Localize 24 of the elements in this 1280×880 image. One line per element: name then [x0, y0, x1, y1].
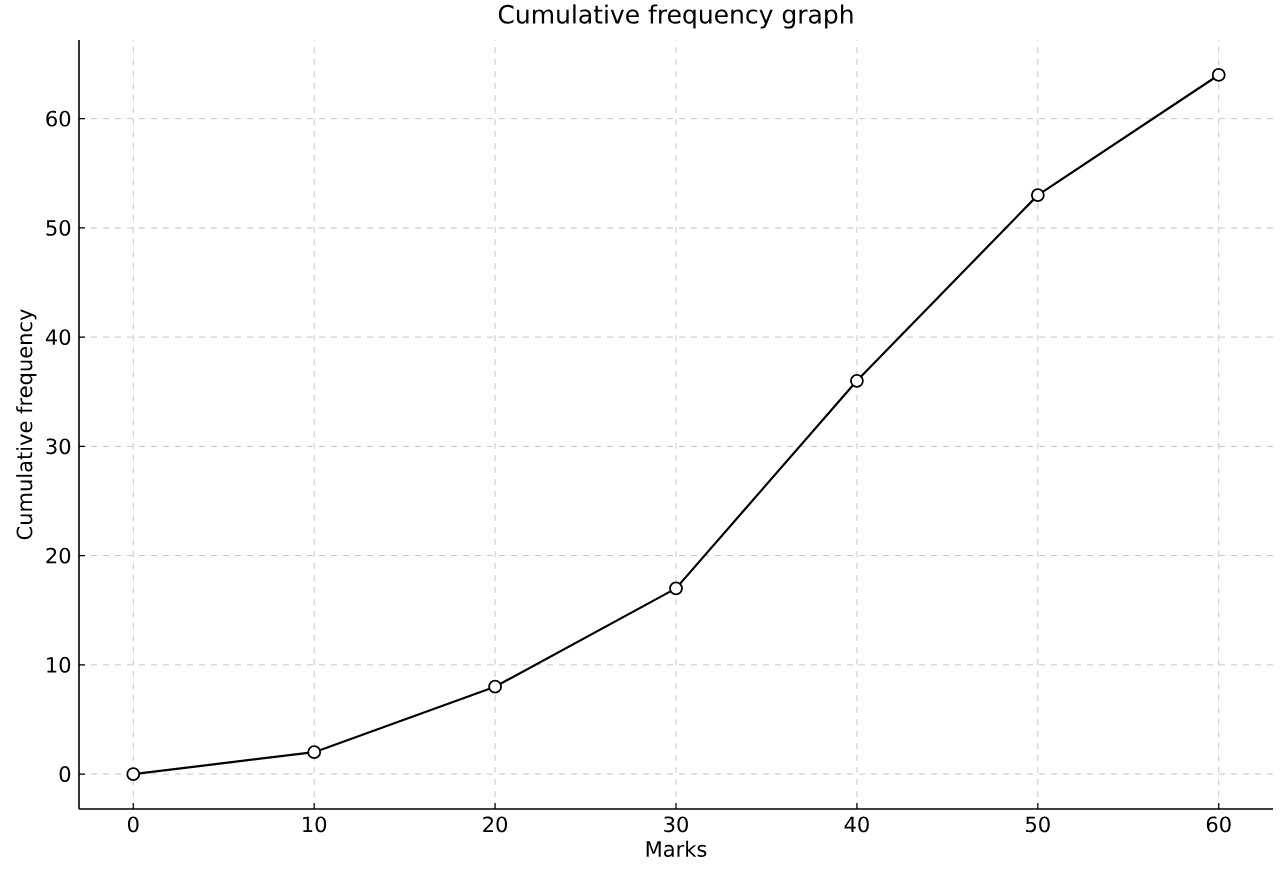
point [1030, 188, 1045, 203]
chart-title: Cumulative frequency graph [498, 4, 853, 29]
point [126, 767, 141, 781]
y-tick-label: 10 [47, 656, 71, 673]
x-axis-title: Marks [646, 840, 707, 857]
point [1211, 68, 1226, 82]
point [307, 745, 322, 760]
y-tick-label: 50 [46, 219, 71, 236]
point [488, 679, 502, 694]
x-tick-label: 60 [1206, 816, 1231, 833]
y-tick-label: 0 [59, 766, 71, 782]
x-tick-label: 30 [664, 816, 688, 833]
y-tick-label: 20 [46, 547, 71, 564]
y-tick-label: 30 [46, 438, 71, 455]
y-tick-label: 40 [45, 329, 71, 346]
point [669, 581, 683, 596]
x-tick-label: 10 [303, 816, 327, 833]
y-tick-label: 60 [46, 110, 71, 127]
y-axis-title: Cumulative frequency [16, 309, 37, 540]
point [850, 373, 864, 388]
x-tick-label: 40 [844, 816, 869, 833]
x-tick-label: 20 [483, 816, 508, 833]
x-tick-label: 0 [127, 816, 139, 833]
x-tick-label: 50 [1026, 816, 1050, 833]
